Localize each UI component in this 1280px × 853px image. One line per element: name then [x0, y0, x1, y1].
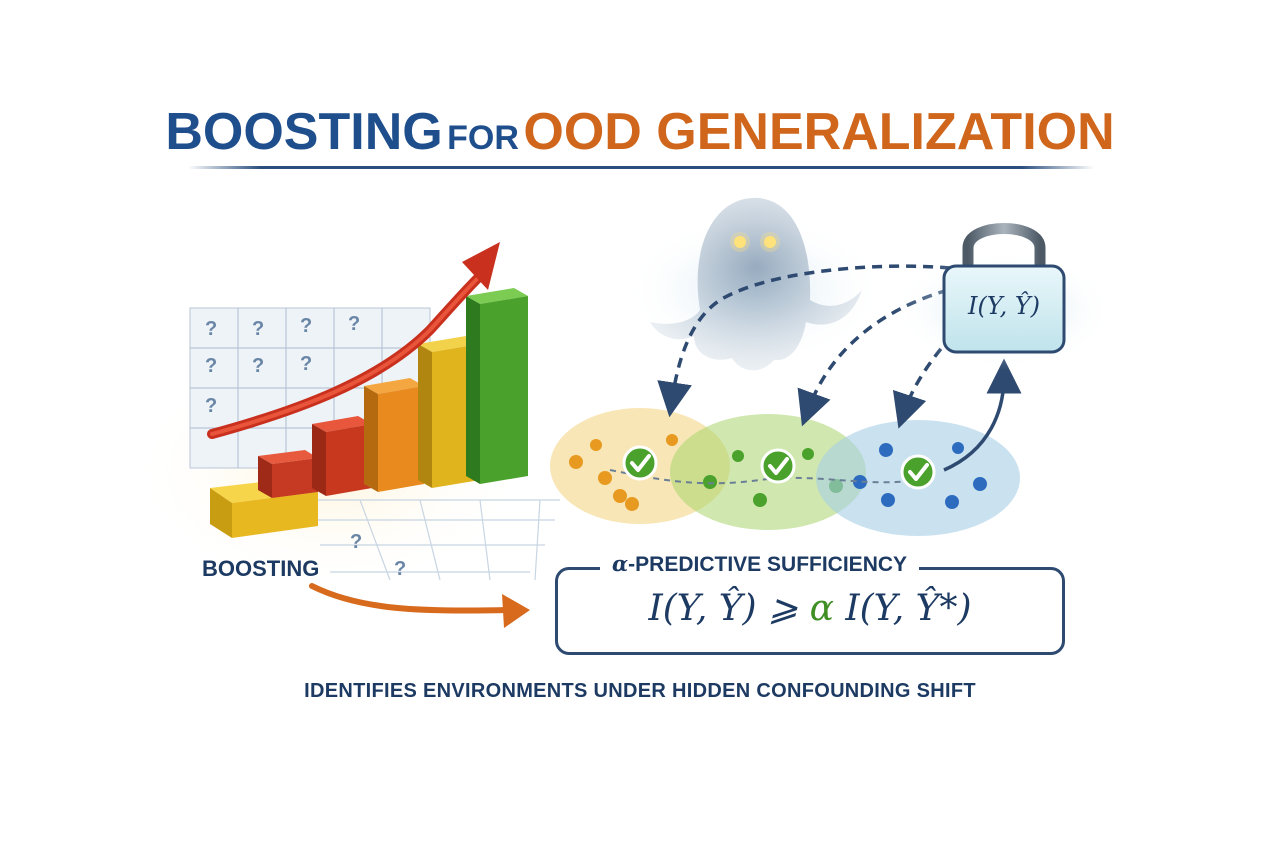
grid-question-mark: ? [348, 313, 360, 335]
bar-3 [312, 416, 372, 496]
check-icon [760, 448, 796, 484]
sufficiency-title: α-PREDICTIVE SUFFICIENCY [600, 551, 920, 577]
bar-2 [258, 450, 318, 498]
boosting-bars [210, 288, 528, 538]
footer-caption: IDENTIFIES ENVIRONMENTS UNDER HIDDEN CON… [304, 680, 976, 702]
boosting-to-sufficiency-arrow [309, 583, 530, 628]
grid-question-mark: ? [205, 318, 217, 340]
grid-question-mark: ? [205, 355, 217, 377]
sufficiency-title-alpha: α [612, 551, 629, 576]
title-boosting: BOOSTING [165, 103, 443, 161]
grid-question-mark: ? [350, 531, 362, 553]
sufficiency-formula: I(Y, Ŷ) ⩾ α I(Y, Ŷ*) [558, 588, 1062, 629]
title-ood: OOD GENERALIZATION [523, 103, 1115, 161]
grid-question-mark: ? [252, 318, 264, 340]
environment-link [609, 469, 931, 485]
bar-4 [364, 378, 424, 492]
check-icon [900, 454, 936, 490]
title-underline [188, 166, 1094, 169]
trend-arrow-icon [207, 242, 500, 439]
grid-question-mark: ? [300, 315, 312, 337]
title-for: FOR [447, 119, 519, 157]
grid-question-mark: ? [394, 558, 406, 580]
bar-6 [466, 288, 528, 484]
boosting-label: BOOSTING [202, 556, 320, 581]
padlock-icon [894, 223, 1114, 370]
formula-left: I(Y, Ŷ) ⩾ [648, 588, 810, 629]
formula-right: I(Y, Ŷ*) [833, 588, 972, 629]
page-title: BOOSTING FOR OOD GENERALIZATION [0, 102, 1280, 162]
lock-formula: I(Y, Ŷ) [967, 292, 1041, 320]
grid-question-mark: ? [252, 355, 264, 377]
sufficiency-title-text: -PREDICTIVE SUFFICIENCY [628, 553, 908, 576]
grid-question-mark: ? [205, 395, 217, 417]
feedback-arrow [943, 358, 1022, 472]
formula-alpha: α [809, 588, 834, 629]
check-icon [622, 445, 658, 481]
grid-question-mark: ? [300, 353, 312, 375]
sufficiency-box [555, 567, 1065, 655]
